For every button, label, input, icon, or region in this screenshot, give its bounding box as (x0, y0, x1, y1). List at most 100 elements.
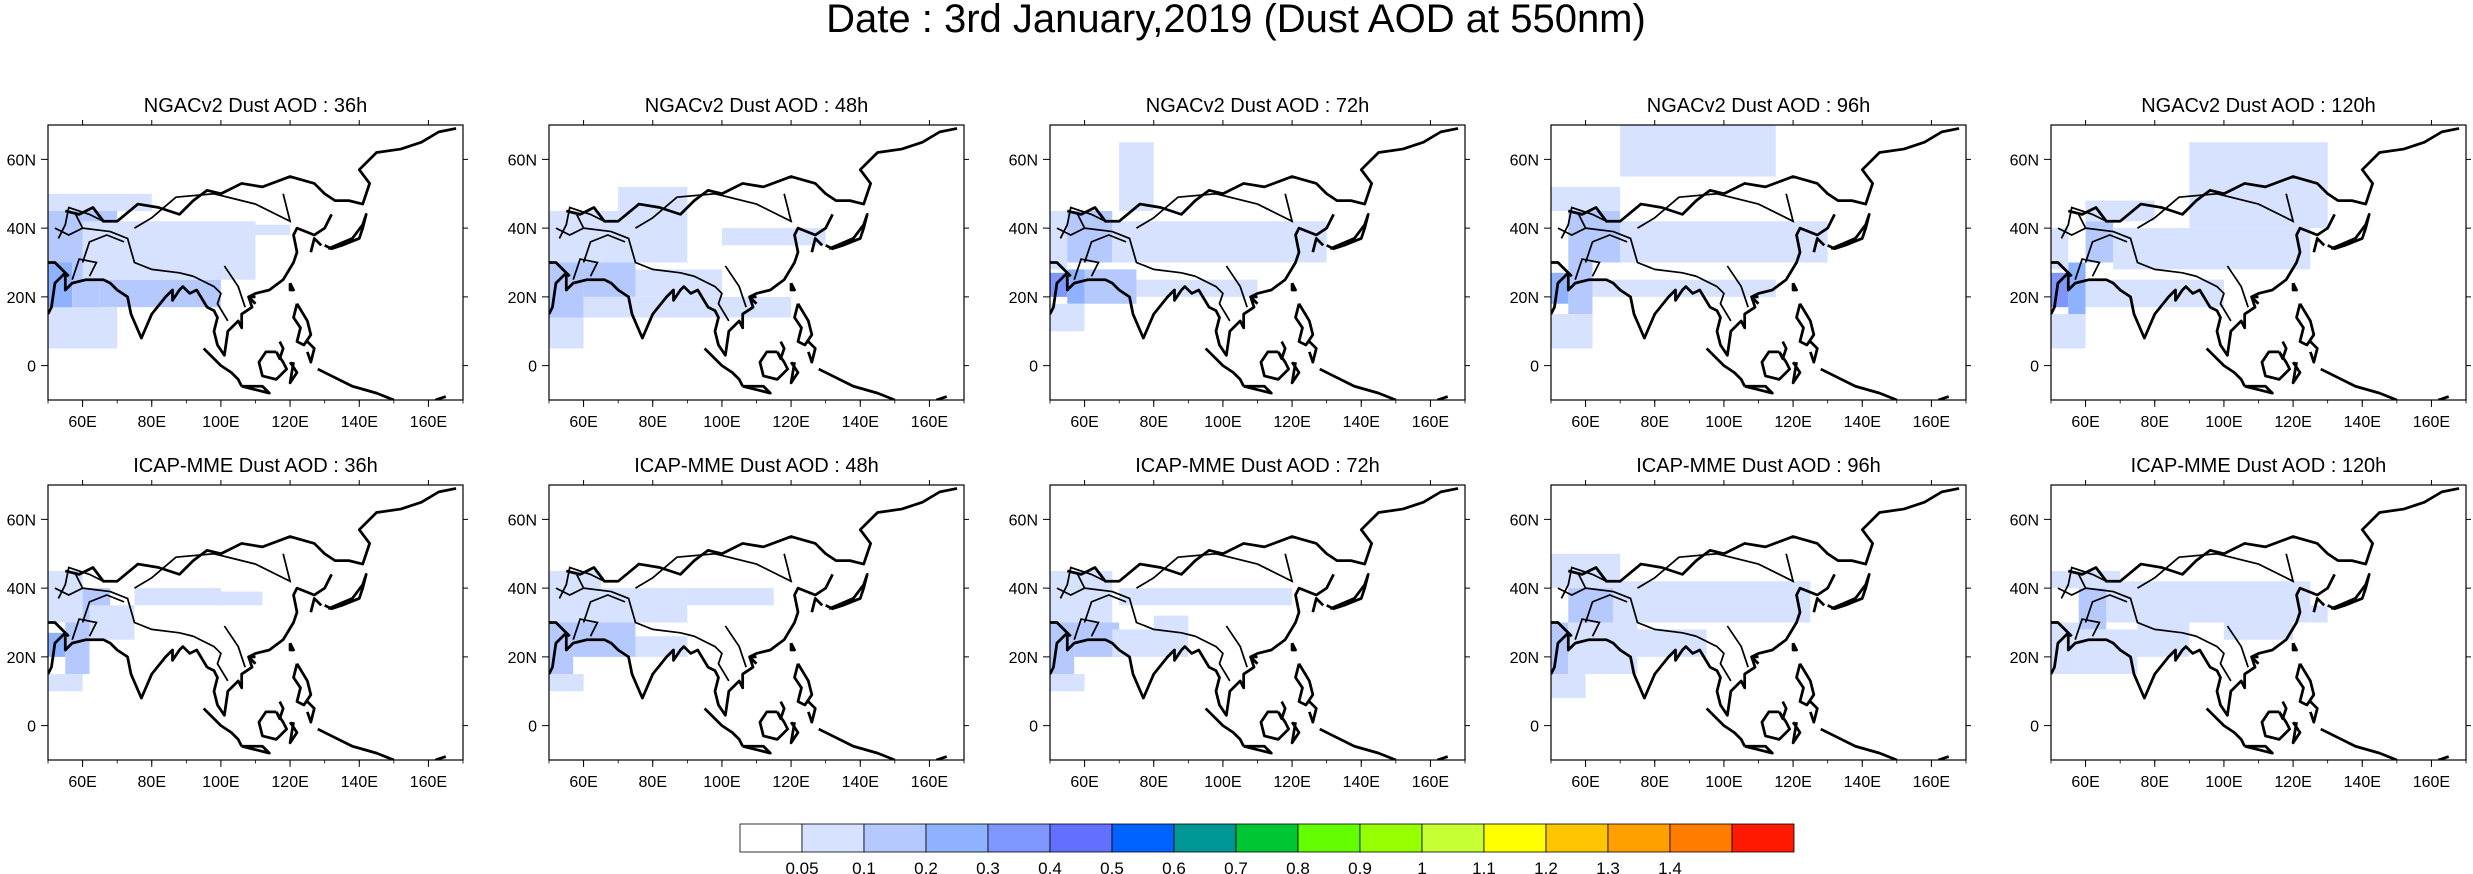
dust-region (48, 210, 83, 263)
x-tick-label: 60E (569, 414, 597, 431)
y-tick-label: 20N (1510, 650, 1539, 667)
x-tick-label: 100E (1705, 774, 1742, 791)
colorbar-label: 0.4 (1038, 859, 1062, 874)
colorbar-swatch (863, 823, 927, 853)
dust-region (2113, 228, 2311, 270)
y-tick-label: 0 (27, 719, 36, 736)
colorbar-swatch (1111, 823, 1175, 853)
dust-region (1551, 314, 1593, 349)
dust-region (65, 622, 90, 675)
x-tick-label: 60E (68, 414, 96, 431)
x-tick-label: 100E (2205, 414, 2242, 431)
colorbar-label: 0.8 (1286, 859, 1310, 874)
y-tick-label: 60N (508, 152, 537, 169)
colorbar-label: 0.9 (1348, 859, 1372, 874)
dust-region (1613, 581, 1811, 623)
colorbar-label: 1 (1417, 859, 1426, 874)
colorbar-swatch (1359, 823, 1423, 853)
map-area (1050, 127, 1460, 400)
dust-region (2223, 622, 2294, 640)
x-tick-label: 100E (2205, 774, 2242, 791)
dust-region (1620, 125, 1776, 177)
y-tick-label: 20N (1009, 650, 1038, 667)
colorbar-label: 0.5 (1100, 859, 1124, 874)
dust-region (2068, 262, 2086, 315)
y-tick-label: 20N (2010, 650, 2039, 667)
map-area (1551, 487, 1961, 760)
map-panel: ICAP-MME Dust AOD : 72h 60E 80E 100E 120E 140… (1009, 455, 1470, 791)
colorbar-swatch (1173, 823, 1237, 853)
colorbar-swatch (1049, 823, 1113, 853)
y-tick-label: 40N (1510, 221, 1539, 238)
colorbar-label: 0.2 (914, 859, 938, 874)
y-tick-label: 0 (528, 719, 537, 736)
x-tick-label: 120E (1774, 414, 1811, 431)
dust-region (635, 636, 688, 657)
y-tick-label: 60N (1510, 512, 1539, 529)
dust-region (48, 570, 83, 623)
map-panel: ICAP-MME Dust AOD : 36h 60E 80E 100E 120E 140… (7, 455, 468, 791)
dust-region (549, 210, 601, 263)
y-tick-label: 0 (1530, 359, 1539, 376)
x-tick-label: 80E (639, 774, 667, 791)
y-tick-label: 0 (1029, 359, 1038, 376)
colorbar: 0.05 0.1 0.2 0.3 0.4 0.5 0.6 0.7 0.8 0.9 1 1.1 1.2 1.… (739, 823, 1795, 874)
x-tick-label: 80E (1641, 774, 1669, 791)
x-tick-label: 160E (1913, 414, 1950, 431)
y-tick-label: 40N (2010, 581, 2039, 598)
colorbar-label: 1.2 (1534, 859, 1558, 874)
dust-region (48, 193, 152, 211)
x-tick-label: 100E (1705, 414, 1742, 431)
colorbar-swatch (1235, 823, 1299, 853)
x-tick-label: 160E (1412, 414, 1449, 431)
map-area (2051, 127, 2461, 400)
figure-title: Date : 3rd January,2019 (Dust AOD at 550… (826, 0, 1646, 41)
dust-region (1119, 588, 1293, 606)
x-tick-label: 120E (2274, 414, 2311, 431)
dust-region (1551, 553, 1621, 589)
y-tick-label: 0 (27, 359, 36, 376)
panel-title: ICAP-MME Dust AOD : 48h (634, 455, 879, 477)
x-tick-label: 60E (2071, 414, 2099, 431)
y-tick-label: 60N (508, 512, 537, 529)
x-tick-label: 80E (138, 774, 166, 791)
map-panel: NGACv2 Dust AOD : 48h 60E 80E 100E 120E 140E 1… (508, 95, 969, 431)
panel-title: ICAP-MME Dust AOD : 72h (1135, 455, 1380, 477)
x-tick-label: 140E (341, 414, 378, 431)
x-tick-label: 120E (271, 774, 308, 791)
x-tick-label: 160E (911, 774, 948, 791)
x-tick-label: 120E (1774, 774, 1811, 791)
y-tick-label: 0 (2030, 359, 2039, 376)
dust-region (583, 296, 792, 318)
map-panel: ICAP-MME Dust AOD : 120h 60E 80E 100E 120E 14… (2010, 455, 2471, 791)
y-tick-label: 20N (7, 290, 36, 307)
dust-region (2085, 221, 2114, 263)
x-tick-label: 60E (1571, 774, 1599, 791)
colorbar-swatch (925, 823, 989, 853)
dust-region (1050, 303, 1085, 332)
map-area (2051, 487, 2461, 760)
colorbar-swatch (1483, 823, 1547, 853)
colorbar-label: 1.4 (1658, 859, 1682, 874)
colorbar-swatch (801, 823, 865, 853)
y-tick-label: 0 (1029, 719, 1038, 736)
panel-title: ICAP-MME Dust AOD : 96h (1636, 455, 1881, 477)
map-area (549, 487, 959, 760)
panel-title: NGACv2 Dust AOD : 96h (1647, 95, 1870, 117)
colorbar-label: 1.1 (1472, 859, 1496, 874)
dust-region (1620, 221, 1828, 263)
dust-region (1136, 279, 1258, 297)
dust-region (2078, 588, 2107, 630)
x-tick-label: 120E (271, 414, 308, 431)
dust-region (48, 674, 83, 692)
y-tick-label: 40N (7, 581, 36, 598)
y-tick-label: 60N (1510, 152, 1539, 169)
y-tick-label: 60N (7, 512, 36, 529)
map-area (48, 487, 458, 760)
colorbar-label: 0.1 (852, 859, 876, 874)
colorbar-swatch (987, 823, 1051, 853)
x-tick-label: 120E (2274, 774, 2311, 791)
x-tick-label: 100E (202, 774, 239, 791)
x-tick-label: 140E (842, 414, 879, 431)
